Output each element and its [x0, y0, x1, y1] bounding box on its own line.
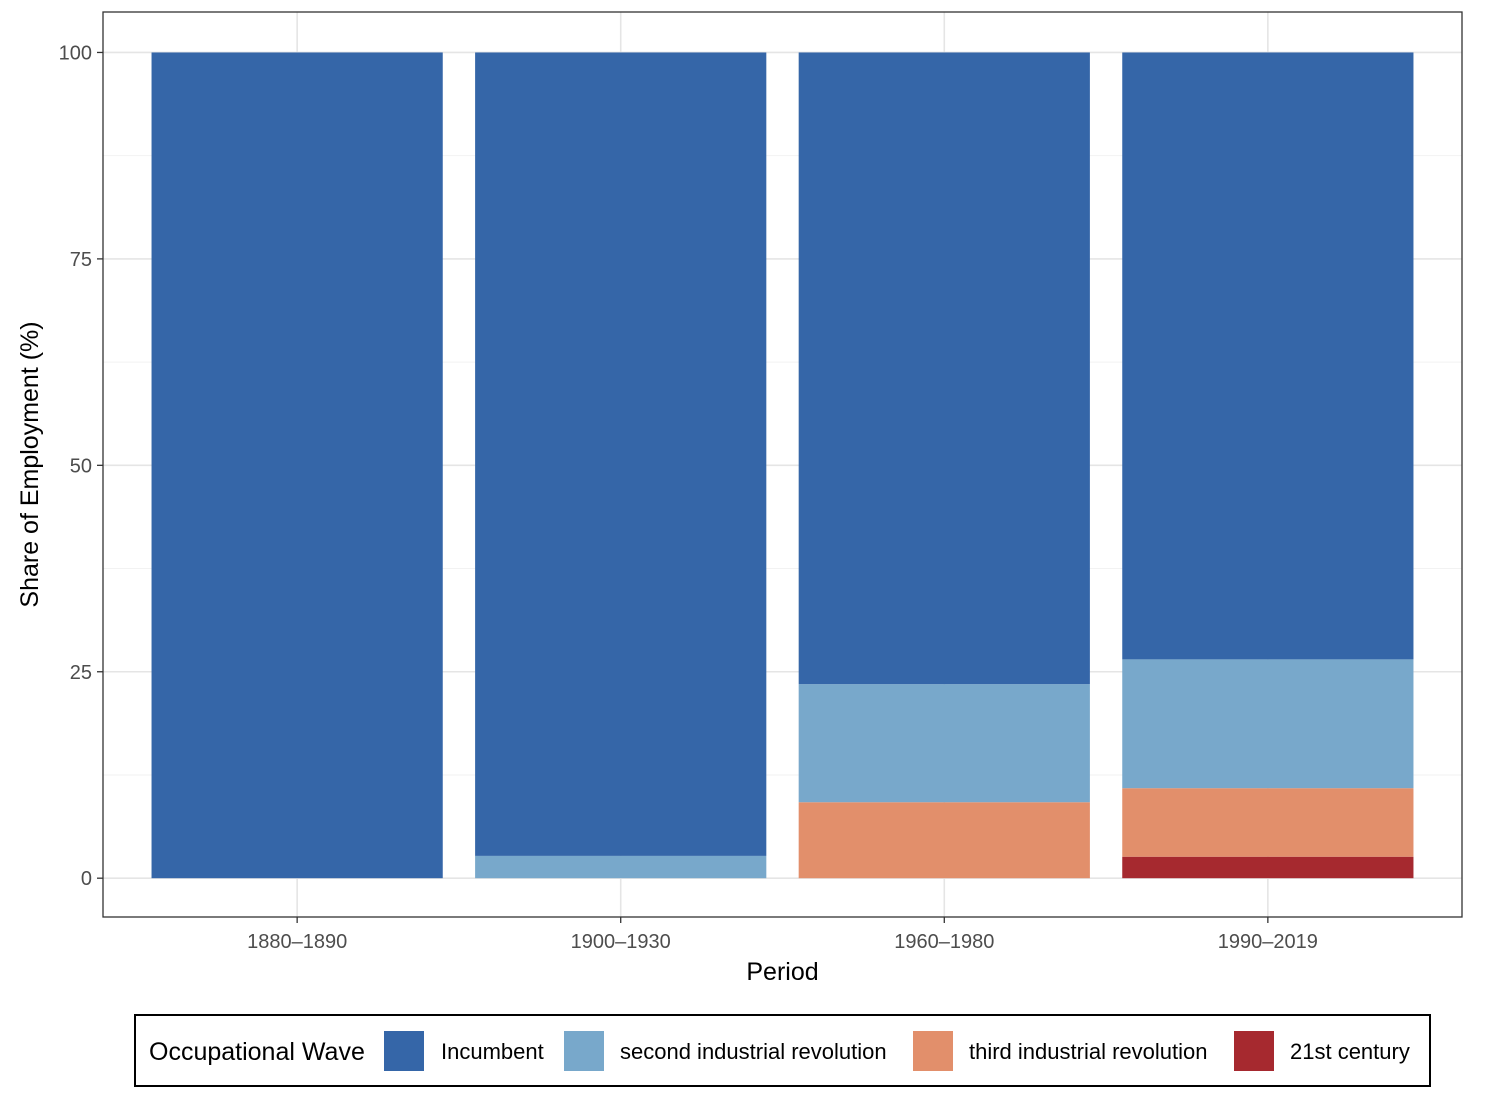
legend-label-third-industrial-revolution: third industrial revolution — [969, 1039, 1207, 1064]
x-tick-label: 1900–1930 — [571, 931, 671, 953]
x-tick-label: 1990–2019 — [1218, 931, 1318, 953]
x-axis-title: Period — [746, 958, 818, 986]
x-tick-label: 1880–1890 — [247, 931, 347, 953]
legend-title: Occupational Wave — [149, 1038, 365, 1066]
bar-segment-third-industrial-revolution — [798, 802, 1090, 879]
y-tick-label: 0 — [81, 868, 92, 890]
y-axis: 0 25 50 75 100 — [59, 42, 103, 890]
legend-key-incumbent — [384, 1031, 424, 1071]
legend-label-second-industrial-revolution: second industrial revolution — [620, 1039, 887, 1064]
y-tick-label: 25 — [70, 662, 92, 684]
bar-segment-third-industrial-revolution — [1122, 788, 1414, 857]
bar-segment-incumbent — [798, 52, 1090, 685]
y-tick-label: 50 — [70, 455, 92, 477]
bars — [151, 52, 1414, 879]
legend-label-21st-century: 21st century — [1290, 1039, 1410, 1064]
x-tick-label: 1960–1980 — [894, 931, 994, 953]
legend: Occupational Wave Incumbent second indust… — [134, 1014, 1431, 1087]
legend-box — [134, 1014, 1431, 1087]
bar-segment-second-industrial-revolution — [475, 855, 767, 879]
legend-key-third-industrial-revolution — [913, 1031, 953, 1071]
y-axis-title: Share of Employment (%) — [16, 321, 44, 607]
bar-segment-second-industrial-revolution — [1122, 659, 1414, 789]
legend-key-21st-century — [1234, 1031, 1274, 1071]
bar-segment-21st-century — [1122, 856, 1414, 879]
legend-key-second-industrial-revolution — [564, 1031, 604, 1071]
bar-segment-incumbent — [475, 52, 767, 856]
y-tick-label: 100 — [59, 42, 92, 64]
bar-segment-incumbent — [151, 52, 443, 879]
panel-border — [102, 11, 1463, 918]
y-tick-label: 75 — [70, 249, 92, 271]
legend-label-incumbent: Incumbent — [441, 1039, 544, 1064]
x-axis: 1880–1890 1900–1930 1960–1980 1990–2019 — [247, 917, 1318, 953]
bar-segment-second-industrial-revolution — [798, 684, 1090, 803]
bar-segment-incumbent — [1122, 52, 1414, 660]
